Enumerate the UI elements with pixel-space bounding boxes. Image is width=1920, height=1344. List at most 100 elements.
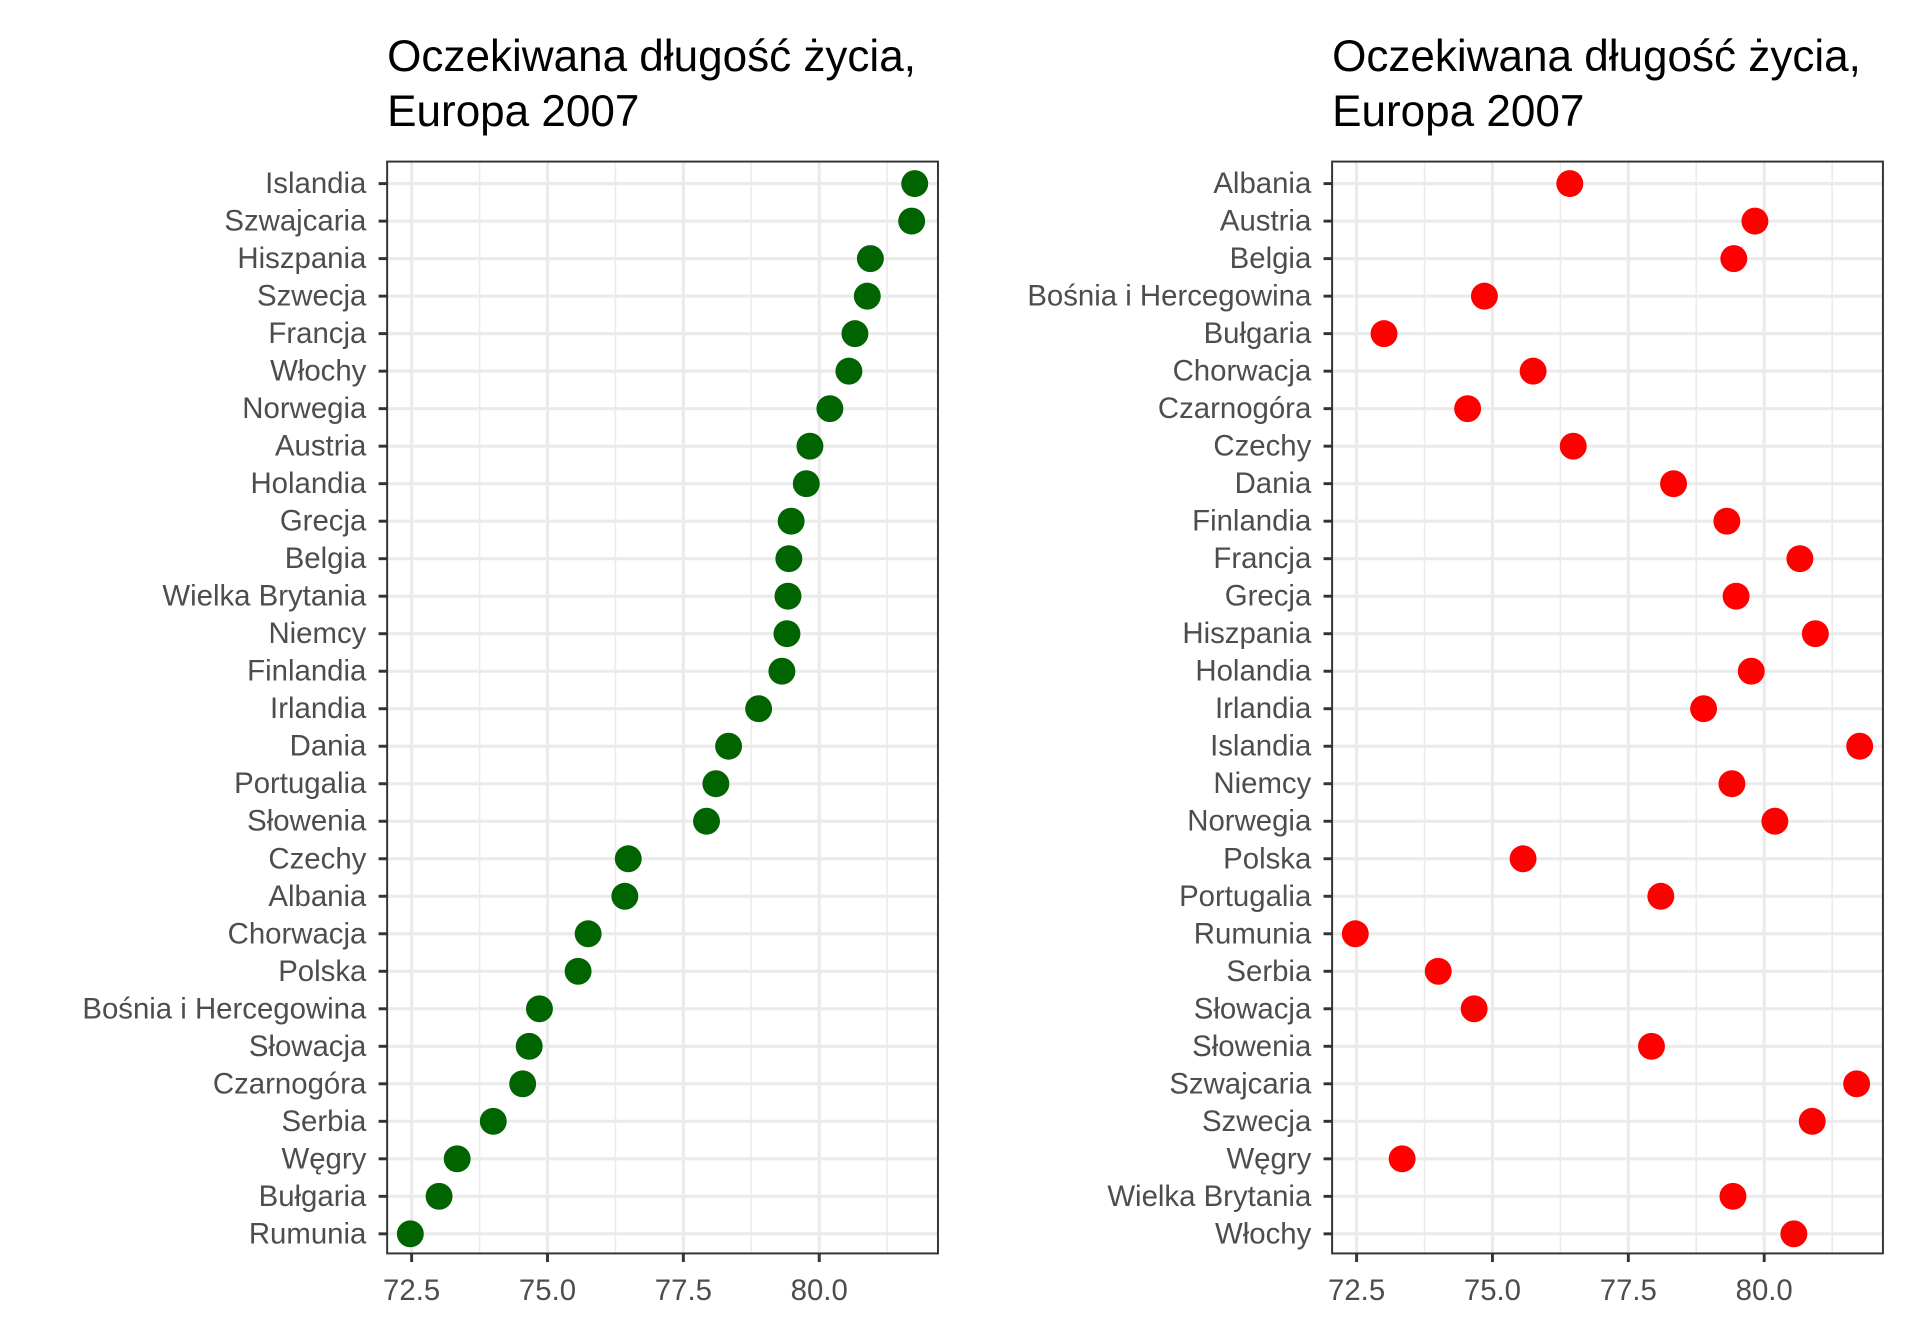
- data-point-grecja: [1722, 582, 1750, 610]
- y-tick-label: Szwajcaria: [224, 205, 367, 238]
- y-tick-label: Chorwacja: [228, 917, 367, 950]
- y-tick-label: Holandia: [1195, 655, 1312, 688]
- data-point-holandia: [792, 470, 820, 498]
- data-point-słowacja: [1460, 995, 1488, 1023]
- data-point-polska: [1509, 845, 1537, 873]
- data-point-irlandia: [1690, 695, 1718, 723]
- data-point-hiszpania: [1801, 620, 1829, 648]
- data-point-austria: [796, 432, 824, 460]
- data-point-węgry: [1388, 1145, 1416, 1173]
- chart-panel-2: Oczekiwana długość życia, Europa 2007 Alba…: [1027, 32, 1884, 1307]
- y-tick-label: Dania: [1235, 467, 1312, 500]
- chart-title-line: Europa 2007: [1332, 87, 1584, 136]
- y-tick-label: Polska: [278, 955, 367, 988]
- data-point-polska: [564, 957, 592, 985]
- x-tick-label: 80.0: [791, 1274, 848, 1307]
- data-point-włochy: [1780, 1220, 1808, 1248]
- y-tick-label: Islandia: [265, 167, 367, 200]
- chart-title-line: Oczekiwana długość życia,: [1332, 32, 1861, 81]
- y-tick-label: Norwegia: [1187, 805, 1312, 838]
- data-point-serbia: [1424, 957, 1452, 985]
- y-tick-label: Serbia: [281, 1105, 367, 1138]
- y-tick-label: Hiszpania: [1182, 617, 1312, 650]
- y-tick-label: Portugalia: [234, 767, 367, 800]
- data-point-islandia: [1846, 732, 1874, 760]
- data-point-portugalia: [702, 770, 730, 798]
- data-point-hiszpania: [856, 245, 884, 273]
- data-point-bułgaria: [1370, 320, 1398, 348]
- data-point-czechy: [614, 845, 642, 873]
- y-tick-label: Czarnogóra: [1158, 392, 1312, 425]
- y-tick-label: Węgry: [1226, 1142, 1311, 1175]
- data-point-wielka-brytania: [1719, 1182, 1747, 1210]
- y-tick-label: Hiszpania: [237, 242, 367, 275]
- plot-border: [386, 160, 939, 1255]
- y-tick-label: Dania: [290, 730, 367, 763]
- data-point-francja: [841, 320, 869, 348]
- y-tick-label: Chorwacja: [1173, 355, 1312, 388]
- x-tick-label: 75.0: [1464, 1274, 1521, 1307]
- y-tick-label: Islandia: [1210, 730, 1312, 763]
- y-tick-label: Finlandia: [247, 655, 367, 688]
- y-tick-label: Polska: [1223, 842, 1312, 875]
- data-point-rumunia: [1341, 920, 1369, 948]
- data-point-albania: [611, 882, 639, 910]
- data-point-belgia: [775, 545, 803, 573]
- y-tick-label: Albania: [268, 880, 367, 913]
- y-tick-label: Holandia: [250, 467, 367, 500]
- data-point-bośnia-i-hercegowina: [1470, 282, 1498, 310]
- chart-title-line: Oczekiwana długość życia,: [387, 32, 916, 81]
- data-point-finlandia: [1713, 507, 1741, 535]
- data-point-serbia: [479, 1107, 507, 1135]
- data-point-irlandia: [745, 695, 773, 723]
- y-tick-label: Rumunia: [249, 1217, 367, 1250]
- x-tick-label: 77.5: [655, 1274, 712, 1307]
- y-tick-label: Niemcy: [1213, 767, 1311, 800]
- data-point-holandia: [1737, 657, 1765, 685]
- x-tick-label: 72.5: [383, 1274, 440, 1307]
- data-point-francja: [1786, 545, 1814, 573]
- data-point-czarnogóra: [509, 1070, 537, 1098]
- x-tick-label: 75.0: [519, 1274, 576, 1307]
- y-tick-label: Bułgaria: [259, 1180, 367, 1213]
- data-point-węgry: [443, 1145, 471, 1173]
- y-tick-label: Czechy: [268, 842, 366, 875]
- x-tick-label: 77.5: [1600, 1274, 1657, 1307]
- data-point-słowenia: [693, 807, 720, 835]
- data-point-czechy: [1559, 432, 1587, 460]
- data-point-włochy: [835, 357, 863, 385]
- y-tick-label: Czechy: [1213, 430, 1311, 463]
- y-tick-label: Belgia: [1230, 242, 1312, 275]
- data-point-bułgaria: [425, 1182, 453, 1210]
- y-tick-label: Słowacja: [1194, 992, 1312, 1025]
- data-point-rumunia: [396, 1220, 424, 1248]
- y-tick-label: Albania: [1213, 167, 1312, 200]
- y-tick-label: Belgia: [285, 542, 367, 575]
- y-tick-label: Grecja: [280, 505, 367, 538]
- y-tick-label: Finlandia: [1192, 505, 1312, 538]
- y-tick-label: Serbia: [1226, 955, 1312, 988]
- y-tick-label: Wielka Brytania: [1107, 1180, 1312, 1213]
- y-tick-label: Irlandia: [1215, 692, 1312, 725]
- data-point-dania: [715, 732, 743, 760]
- y-tick-label: Czarnogóra: [213, 1067, 367, 1100]
- data-point-belgia: [1720, 245, 1748, 273]
- y-tick-label: Bułgaria: [1204, 317, 1312, 350]
- data-point-czarnogóra: [1454, 395, 1482, 423]
- data-point-wielka-brytania: [774, 582, 802, 610]
- data-point-chorwacja: [1519, 357, 1547, 385]
- data-point-islandia: [901, 170, 929, 198]
- y-tick-label: Bośnia i Hercegowina: [1027, 280, 1312, 313]
- data-point-szwajcaria: [898, 207, 926, 235]
- data-point-niemcy: [773, 620, 801, 648]
- data-point-portugalia: [1647, 882, 1675, 910]
- y-tick-label: Szwecja: [257, 280, 367, 313]
- y-tick-label: Norwegia: [242, 392, 367, 425]
- y-tick-label: Wielka Brytania: [162, 580, 367, 613]
- y-tick-label: Portugalia: [1179, 880, 1312, 913]
- y-tick-label: Austria: [275, 430, 367, 463]
- data-point-słowacja: [515, 1032, 543, 1060]
- data-point-szwecja: [1798, 1107, 1826, 1135]
- y-tick-label: Francja: [268, 317, 367, 350]
- data-point-albania: [1556, 170, 1584, 198]
